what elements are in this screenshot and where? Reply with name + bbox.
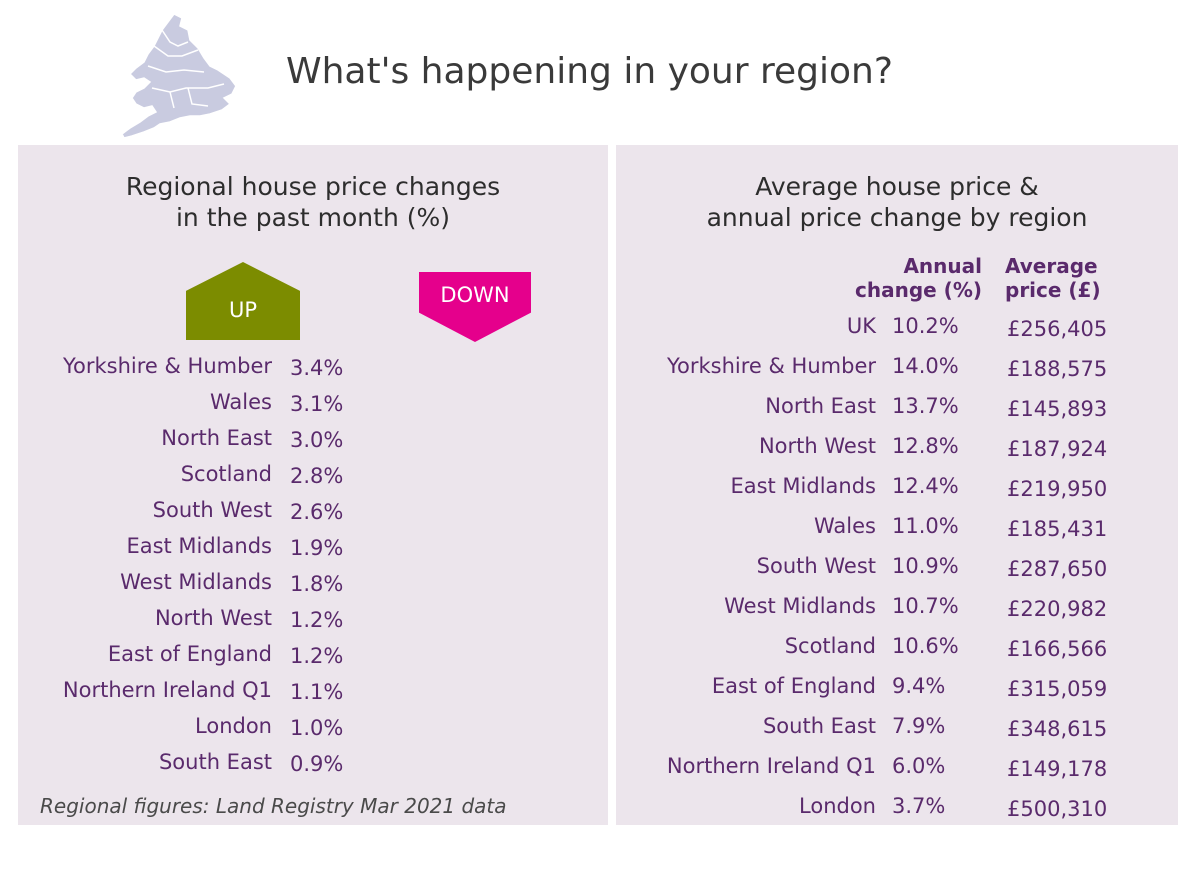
annual-title-line-1: Average house price & — [755, 172, 1039, 201]
uk-map-icon — [121, 13, 237, 139]
average-price-header-line-1: Average — [1005, 254, 1098, 278]
monthly-change-value: 1.2% — [290, 644, 344, 668]
region-name: North East — [765, 394, 876, 418]
annual-change-panel: Average house price & annual price chang… — [616, 145, 1178, 825]
monthly-change-value: 3.0% — [290, 428, 344, 452]
monthly-change-value: 0.9% — [290, 752, 344, 776]
annual-change-value: 10.6% — [892, 634, 959, 658]
annual-change-value: 12.4% — [892, 474, 959, 498]
monthly-change-value: 3.1% — [290, 392, 344, 416]
monthly-change-value: 2.8% — [290, 464, 344, 488]
region-name: North East — [161, 426, 272, 450]
annual-panel-title: Average house price & annual price chang… — [616, 171, 1178, 233]
region-name: Scotland — [180, 462, 272, 486]
region-name: Yorkshire & Humber — [62, 354, 272, 378]
annual-change-value: 10.9% — [892, 554, 959, 578]
average-price-header-line-2: price (£) — [1005, 278, 1101, 302]
average-price-value: £256,405 — [1007, 317, 1108, 341]
monthly-change-value: 3.4% — [290, 356, 344, 380]
region-name: West Midlands — [724, 594, 876, 618]
monthly-change-value: 1.1% — [290, 680, 344, 704]
average-price-header: Average price (£) — [1005, 254, 1101, 302]
average-price-value: £149,178 — [1007, 757, 1108, 781]
average-price-value: £348,615 — [1007, 717, 1108, 741]
monthly-change-value: 1.2% — [290, 608, 344, 632]
annual-change-value: 7.9% — [892, 714, 946, 738]
annual-change-value: 10.2% — [892, 314, 959, 338]
up-arrow-badge: UP — [186, 262, 300, 340]
region-name: South West — [152, 498, 272, 522]
annual-title-line-2: annual price change by region — [706, 203, 1088, 232]
monthly-change-panel: Regional house price changes in the past… — [18, 145, 608, 825]
annual-change-value: 10.7% — [892, 594, 959, 618]
region-name: East Midlands — [126, 534, 272, 558]
region-name: East Midlands — [730, 474, 876, 498]
monthly-title-line-2: in the past month (%) — [175, 203, 451, 232]
region-name: North West — [154, 606, 272, 630]
region-name: Scotland — [784, 634, 876, 658]
average-price-value: £500,310 — [1007, 797, 1108, 821]
region-name: South East — [762, 714, 876, 738]
down-arrow-badge: DOWN — [419, 272, 531, 342]
average-price-value: £185,431 — [1007, 517, 1108, 541]
annual-change-value: 12.8% — [892, 434, 959, 458]
region-name: South West — [756, 554, 876, 578]
annual-change-header-line-1: Annual — [903, 254, 982, 278]
region-name: UK — [846, 314, 876, 338]
region-name: Yorkshire & Humber — [666, 354, 876, 378]
average-price-value: £187,924 — [1007, 437, 1108, 461]
monthly-title-line-1: Regional house price changes — [125, 172, 501, 201]
monthly-change-value: 1.0% — [290, 716, 344, 740]
monthly-panel-title: Regional house price changes in the past… — [18, 171, 608, 233]
up-label: UP — [228, 298, 258, 322]
annual-change-value: 11.0% — [892, 514, 959, 538]
source-footnote: Regional figures: Land Registry Mar 2021… — [40, 794, 507, 818]
annual-change-header: Annual change (%) — [852, 254, 982, 302]
average-price-value: £287,650 — [1007, 557, 1108, 581]
region-name: Wales — [814, 514, 876, 538]
region-name: East of England — [107, 642, 272, 666]
annual-change-value: 3.7% — [892, 794, 946, 818]
down-label: DOWN — [440, 283, 510, 307]
region-name: North West — [758, 434, 876, 458]
region-name: London — [195, 714, 272, 738]
monthly-change-value: 1.9% — [290, 536, 344, 560]
monthly-change-value: 1.8% — [290, 572, 344, 596]
region-name: East of England — [711, 674, 876, 698]
annual-change-header-line-2: change (%) — [855, 278, 982, 302]
annual-change-value: 6.0% — [892, 754, 946, 778]
average-price-value: £220,982 — [1007, 597, 1108, 621]
average-price-value: £188,575 — [1007, 357, 1108, 381]
region-name: Northern Ireland Q1 — [666, 754, 876, 778]
region-name: Northern Ireland Q1 — [62, 678, 272, 702]
annual-change-value: 13.7% — [892, 394, 959, 418]
monthly-change-value: 2.6% — [290, 500, 344, 524]
page-title: What's happening in your region? — [286, 51, 893, 92]
annual-change-value: 9.4% — [892, 674, 946, 698]
region-name: Wales — [210, 390, 272, 414]
average-price-value: £145,893 — [1007, 397, 1108, 421]
average-price-value: £219,950 — [1007, 477, 1108, 501]
average-price-value: £166,566 — [1007, 637, 1108, 661]
region-name: London — [799, 794, 876, 818]
average-price-value: £315,059 — [1007, 677, 1108, 701]
annual-change-value: 14.0% — [892, 354, 959, 378]
region-name: West Midlands — [120, 570, 272, 594]
region-name: South East — [158, 750, 272, 774]
